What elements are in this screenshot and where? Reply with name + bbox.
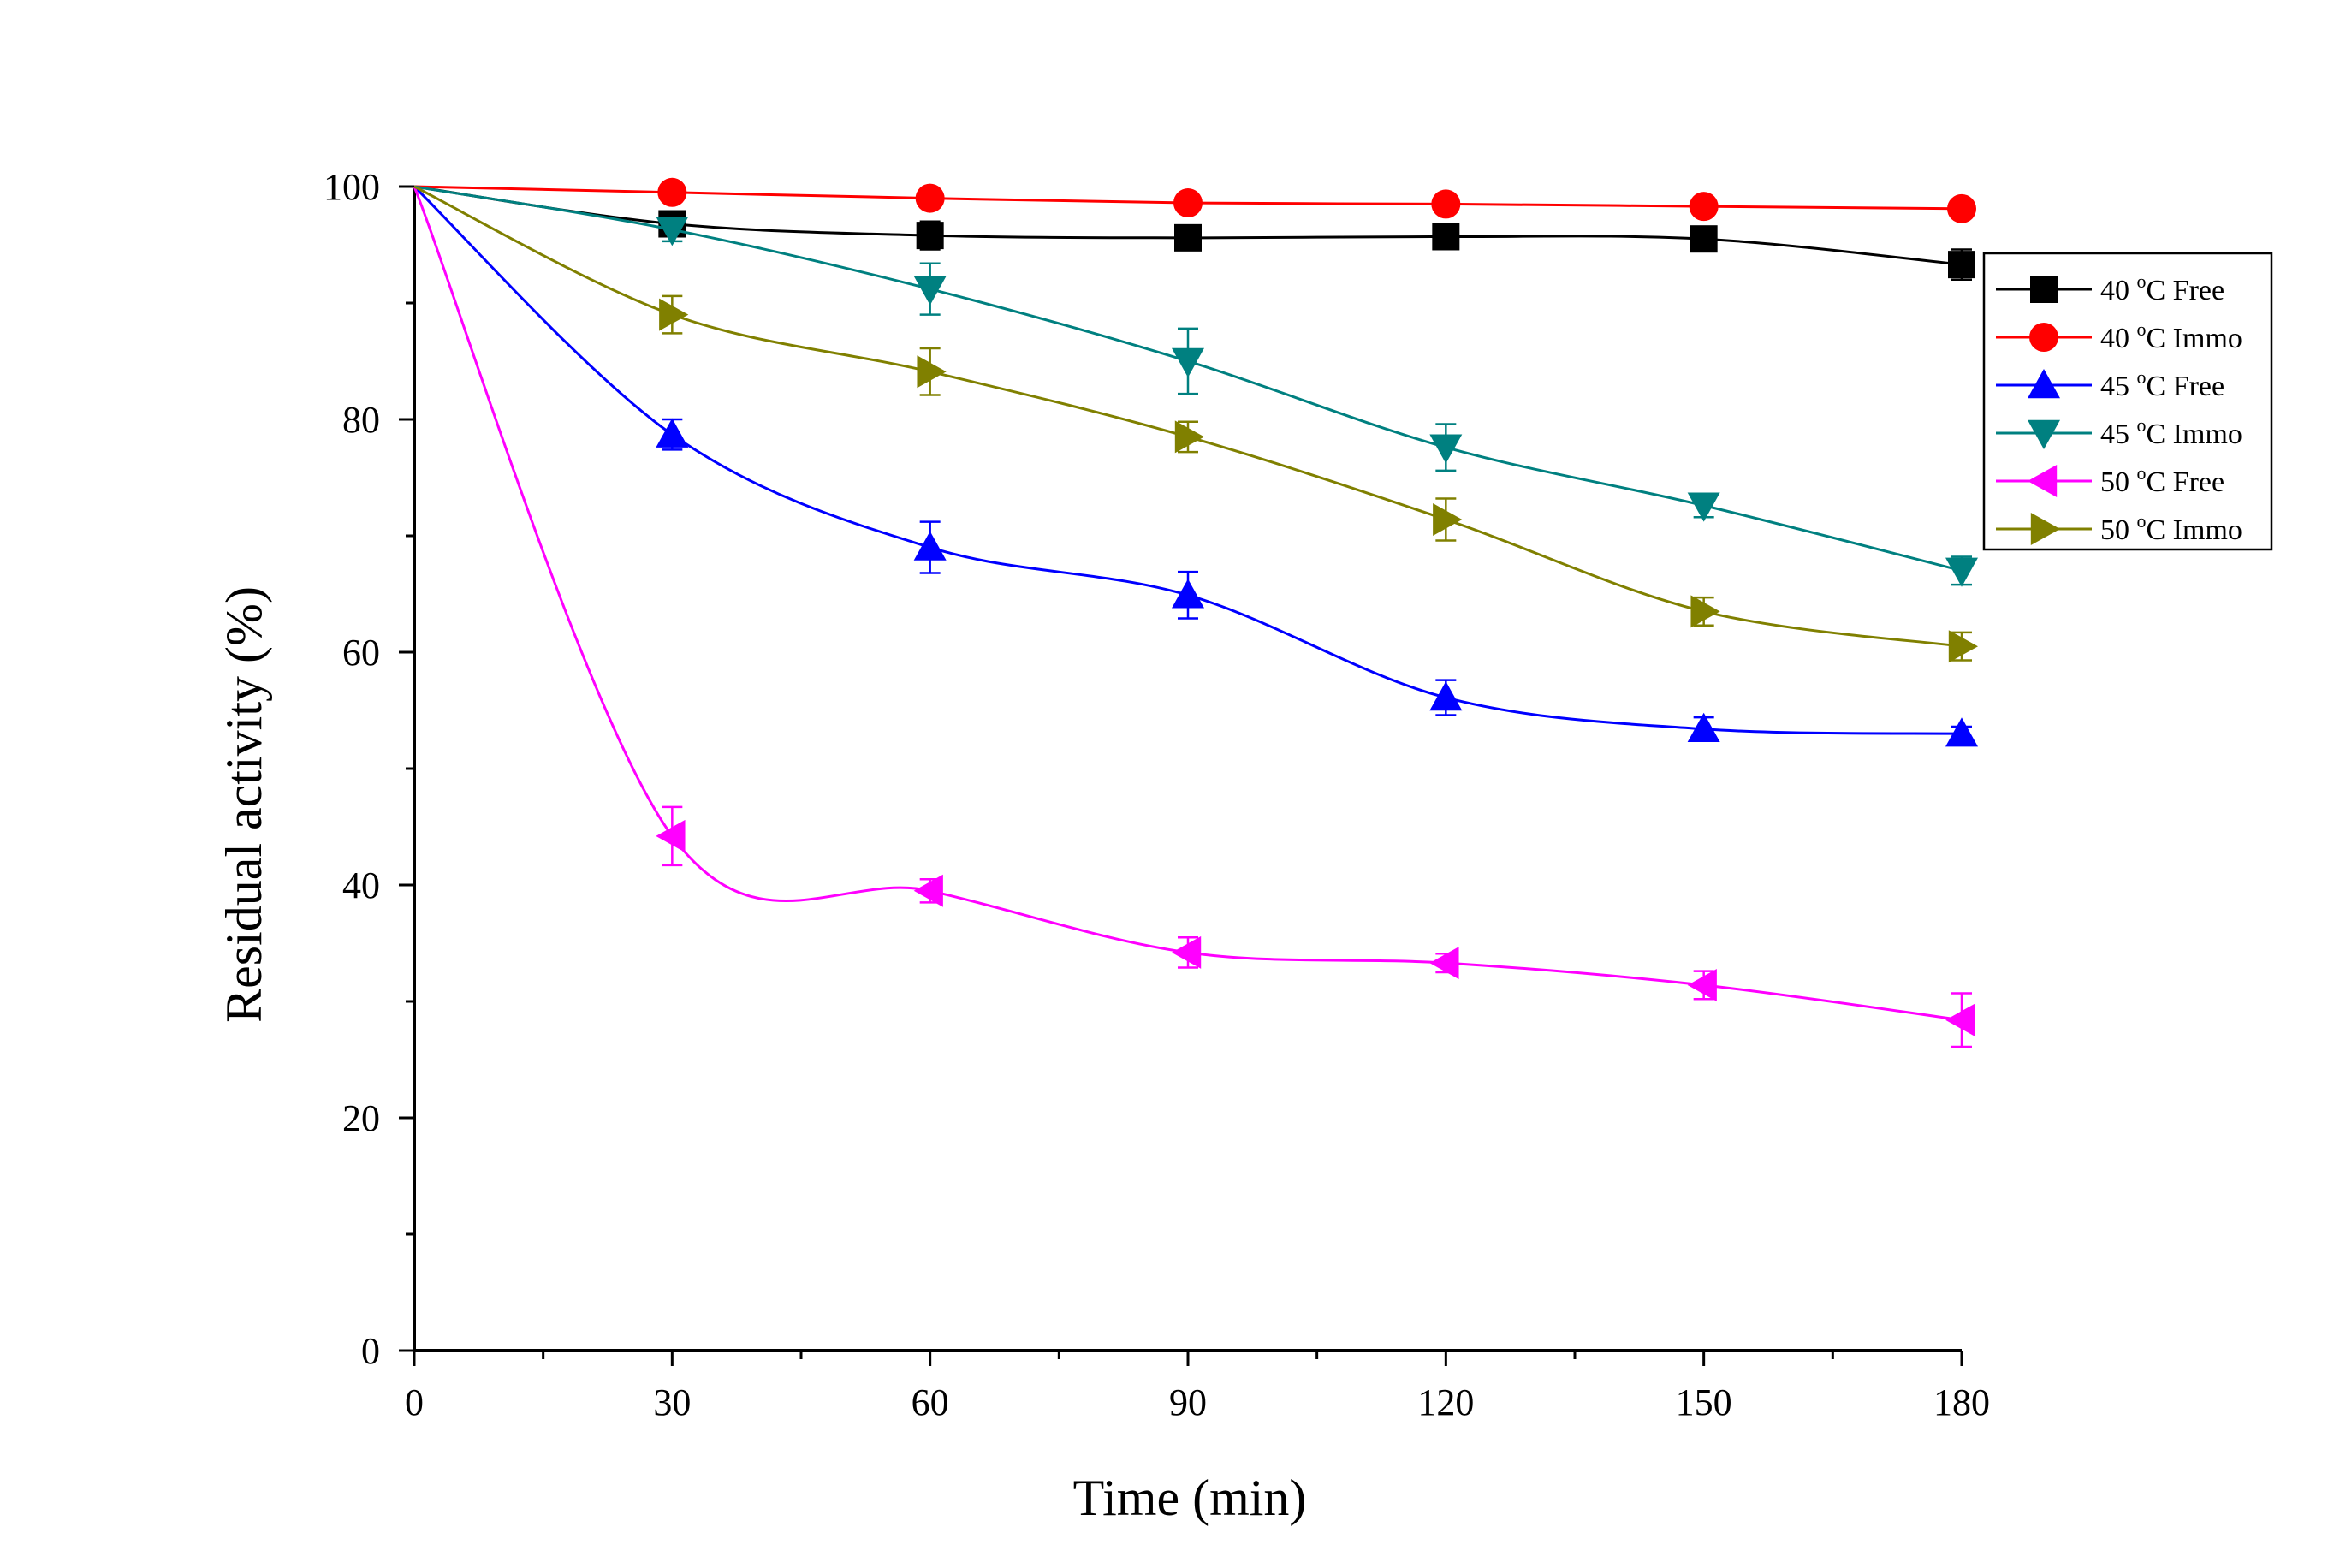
series-5 bbox=[413, 185, 1978, 663]
data-point bbox=[917, 355, 947, 389]
data-point bbox=[1689, 192, 1719, 222]
legend-marker bbox=[2028, 369, 2060, 399]
axes: 0 30 60 90 120 150 180 0 20 40 60 80 100 bbox=[324, 166, 1990, 1423]
series-line bbox=[413, 185, 1963, 735]
data-point bbox=[1172, 347, 1204, 377]
x-tick-label: 0 bbox=[405, 1381, 424, 1423]
legend-item: 40 oC Immo bbox=[1996, 318, 2242, 354]
legend-marker bbox=[2028, 465, 2058, 497]
data-point bbox=[659, 298, 689, 331]
legend-label: 40 oC Free bbox=[2100, 270, 2224, 306]
data-point bbox=[1687, 712, 1720, 742]
data-point bbox=[1945, 1003, 1975, 1036]
y-tick-label: 80 bbox=[342, 399, 380, 441]
data-point bbox=[1429, 681, 1463, 711]
data-point bbox=[913, 276, 947, 306]
data-point bbox=[1948, 630, 1978, 663]
data-point bbox=[1433, 502, 1463, 536]
legend-item: 50 oC Free bbox=[1996, 462, 2224, 498]
data-point bbox=[915, 183, 945, 213]
data-point bbox=[1174, 420, 1204, 454]
legend-item: 40 oC Free bbox=[1996, 270, 2224, 306]
data-point bbox=[1429, 434, 1463, 464]
data-point bbox=[656, 418, 689, 448]
legend-label: 50 oC Immo bbox=[2100, 510, 2242, 546]
data-point bbox=[1945, 717, 1978, 747]
legend-marker bbox=[2028, 419, 2060, 449]
data-point bbox=[1687, 968, 1717, 1001]
data-point bbox=[1429, 947, 1459, 980]
series-2 bbox=[413, 185, 1978, 747]
legend-item: 45 oC Free bbox=[1996, 366, 2224, 402]
data-point bbox=[1173, 188, 1203, 218]
x-tick-label: 180 bbox=[1933, 1381, 1990, 1423]
data-point bbox=[913, 874, 943, 907]
data-point bbox=[1690, 225, 1718, 253]
data-point bbox=[1172, 579, 1204, 609]
y-tick-label: 60 bbox=[342, 632, 380, 674]
legend-marker bbox=[2030, 276, 2058, 303]
series-4 bbox=[413, 186, 1975, 1048]
data-point bbox=[1172, 935, 1202, 969]
data-point bbox=[656, 819, 686, 852]
legend-item: 50 oC Immo bbox=[1996, 510, 2242, 546]
legend-marker bbox=[2030, 513, 2060, 545]
data-point bbox=[1432, 223, 1460, 251]
series-3 bbox=[413, 185, 1978, 587]
x-tick-label: 120 bbox=[1417, 1381, 1474, 1423]
data-point bbox=[657, 177, 687, 207]
legend-marker bbox=[2029, 323, 2058, 352]
legend: 40 oC Free 40 oC Immo 45 oC Free 45 oC Immo… bbox=[1982, 252, 2273, 551]
data-point bbox=[1174, 223, 1202, 252]
series-line bbox=[413, 186, 1963, 1022]
legend-label: 45 oC Immo bbox=[2100, 414, 2242, 450]
y-tick-label: 0 bbox=[361, 1330, 380, 1372]
legend-label: 50 oC Free bbox=[2100, 462, 2224, 498]
x-tick-label: 60 bbox=[912, 1381, 949, 1423]
x-axis-title: Time (min) bbox=[1073, 1470, 1307, 1526]
data-point bbox=[1947, 193, 1976, 223]
y-tick-label: 20 bbox=[342, 1097, 380, 1139]
legend-label: 40 oC Immo bbox=[2100, 318, 2242, 354]
y-axis-title: Residual activity (%) bbox=[216, 586, 272, 1023]
plot-area bbox=[413, 177, 1978, 1048]
data-point bbox=[656, 217, 689, 246]
data-point bbox=[916, 222, 944, 250]
data-point bbox=[913, 531, 947, 561]
data-point bbox=[1431, 189, 1461, 219]
data-point bbox=[1945, 557, 1978, 587]
x-tick-label: 90 bbox=[1169, 1381, 1207, 1423]
series-1 bbox=[413, 177, 1976, 223]
y-tick-label: 100 bbox=[324, 166, 380, 208]
data-point bbox=[1948, 251, 1975, 279]
y-tick-label: 40 bbox=[342, 864, 380, 906]
data-point bbox=[1690, 595, 1720, 628]
x-tick-label: 150 bbox=[1676, 1381, 1732, 1423]
legend-label: 45 oC Free bbox=[2100, 366, 2224, 402]
legend-item: 45 oC Immo bbox=[1996, 414, 2242, 450]
data-point bbox=[1687, 492, 1720, 522]
x-tick-label: 30 bbox=[653, 1381, 691, 1423]
